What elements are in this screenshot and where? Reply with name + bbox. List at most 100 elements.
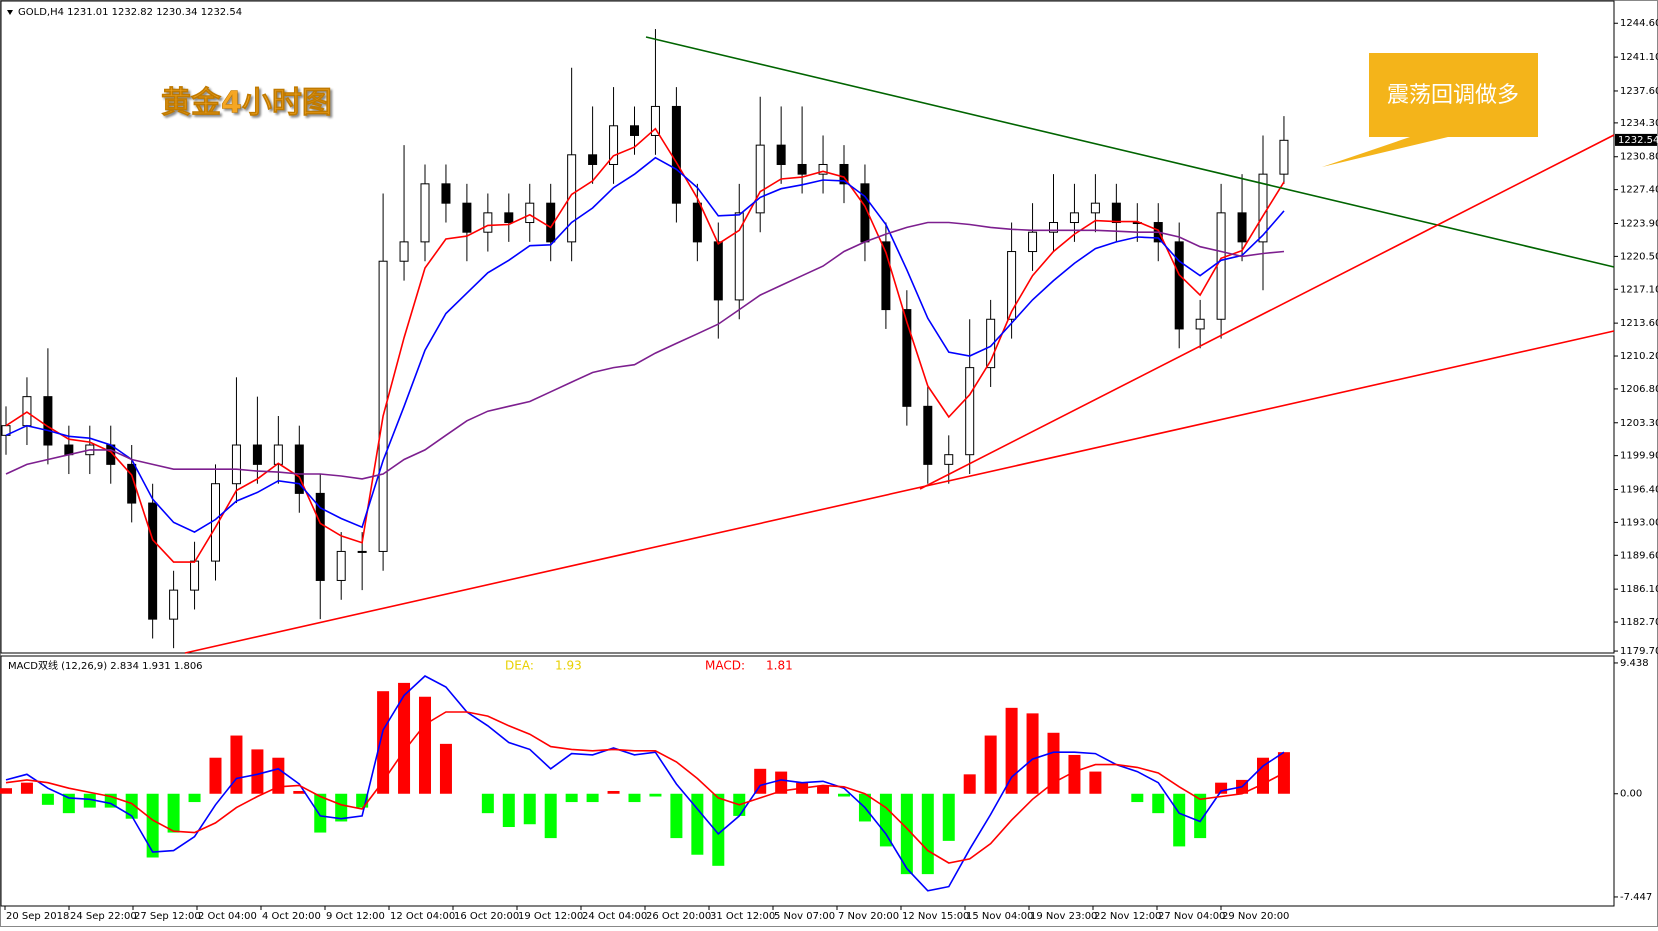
macd-panel	[0, 655, 1615, 907]
x-tick-label: 24 Oct 04:00	[582, 911, 647, 922]
histogram-bar	[1131, 793, 1144, 803]
histogram-bar	[921, 793, 934, 875]
histogram-bar	[502, 793, 515, 828]
candle-body	[483, 212, 493, 233]
candle-body	[420, 183, 430, 243]
candle-body	[630, 125, 639, 136]
candle-body	[588, 154, 598, 165]
price-tag-label: 1232.54	[1618, 135, 1658, 146]
candle-body	[734, 212, 744, 301]
candle-body	[43, 396, 53, 446]
histogram-bar	[879, 793, 892, 847]
y-tick-label: 1217.10	[1620, 284, 1658, 295]
histogram-bar	[1173, 793, 1186, 847]
x-tick-label: 20 Sep 2018	[6, 911, 69, 922]
candle-body	[839, 163, 849, 185]
price-panel	[0, 0, 1615, 654]
candle-body	[1111, 202, 1121, 224]
candle-body	[902, 309, 912, 407]
histogram-bar	[293, 790, 306, 794]
histogram-bar	[963, 774, 976, 794]
candle-body	[357, 550, 367, 553]
histogram-bar	[607, 790, 620, 794]
candle-body	[965, 367, 975, 456]
candle-body	[399, 241, 409, 262]
line-series	[5, 127, 1285, 563]
x-tick-label: 4 Oct 20:00	[262, 911, 321, 922]
callout-text: 震荡回调做多	[1387, 83, 1519, 108]
histogram-bar	[984, 735, 997, 794]
candle-body	[231, 444, 241, 485]
histogram-bar	[1047, 732, 1060, 794]
histogram-bar	[398, 682, 411, 794]
candle-body	[818, 163, 828, 175]
x-tick-label: 27 Sep 12:00	[134, 911, 201, 922]
x-tick-label: 26 Oct 20:00	[646, 911, 711, 922]
candle-body	[1216, 212, 1226, 320]
histogram-bar	[167, 793, 180, 833]
histogram-bar	[838, 793, 850, 797]
histogram-bar	[83, 793, 96, 808]
y-tick-label: 9.438	[1620, 658, 1649, 669]
histogram-bar	[439, 743, 452, 794]
candle-body	[336, 550, 346, 581]
y-tick-label: -7.447	[1620, 892, 1652, 903]
y-tick-label: 1199.90	[1620, 451, 1658, 462]
candle-body	[1237, 212, 1247, 243]
candle-body	[986, 318, 996, 369]
histogram-bar	[335, 793, 348, 822]
menu-arrow	[7, 10, 13, 15]
y-tick-label: 1237.60	[1620, 86, 1658, 97]
histogram-bar	[712, 793, 725, 866]
chart-title: 黄金4小时图	[161, 86, 332, 121]
y-tick-label: 1179.70	[1620, 646, 1658, 657]
candle-body	[1279, 139, 1289, 175]
trend-line	[919, 134, 1615, 490]
x-tick-label: 29 Nov 20:00	[1222, 911, 1289, 922]
macd-label: MACD双线 (12,26,9) 2.834 1.931 1.806	[8, 659, 203, 672]
dea-value: 1.93	[555, 659, 582, 673]
y-tick-label: 1196.40	[1620, 485, 1658, 496]
y-tick-label: 1241.10	[1620, 52, 1658, 63]
histogram-bar	[481, 793, 494, 814]
histogram-bar	[41, 793, 54, 805]
candle-body	[169, 589, 179, 620]
callout-box	[1322, 53, 1538, 167]
candle-body	[755, 144, 765, 214]
histogram-bar	[691, 793, 704, 855]
candle-body	[881, 241, 891, 311]
trend-line	[184, 330, 1615, 654]
candle-body	[692, 202, 702, 243]
histogram-bar	[125, 793, 138, 819]
header: GOLD,H4 1231.01 1232.82 1230.34 1232.54	[18, 7, 242, 18]
histogram-bar	[377, 691, 390, 794]
histogram-bar	[419, 696, 431, 794]
y-tick-label: 0.00	[1620, 789, 1642, 800]
x-tick-label: 2 Oct 04:00	[198, 911, 257, 922]
candle-body	[1174, 241, 1184, 330]
y-tick-label: 1210.20	[1620, 351, 1658, 362]
histogram-bar	[1152, 793, 1165, 814]
histogram-bar	[230, 735, 243, 794]
histogram-bar	[586, 793, 599, 803]
candle-body	[525, 202, 535, 224]
x-tick-label: 12 Nov 15:00	[902, 911, 969, 922]
candle-body	[148, 502, 158, 620]
histogram-bar	[1215, 782, 1228, 794]
candle-body	[671, 105, 681, 204]
x-tick-label: 9 Oct 12:00	[326, 911, 385, 922]
histogram-bar	[251, 749, 264, 794]
histogram-bar	[649, 793, 662, 797]
histogram-bar	[900, 793, 913, 875]
candle-body	[713, 241, 723, 301]
x-tick-label: 19 Nov 23:00	[1030, 911, 1097, 922]
price-tag	[1615, 133, 1657, 146]
histogram-bar	[942, 793, 955, 841]
histogram-bar	[314, 793, 327, 833]
candle-body	[609, 125, 619, 165]
candle-body	[22, 396, 32, 427]
candle-body	[650, 105, 660, 136]
y-tick-label: 1234.30	[1620, 118, 1658, 129]
candle-body	[1049, 222, 1058, 233]
